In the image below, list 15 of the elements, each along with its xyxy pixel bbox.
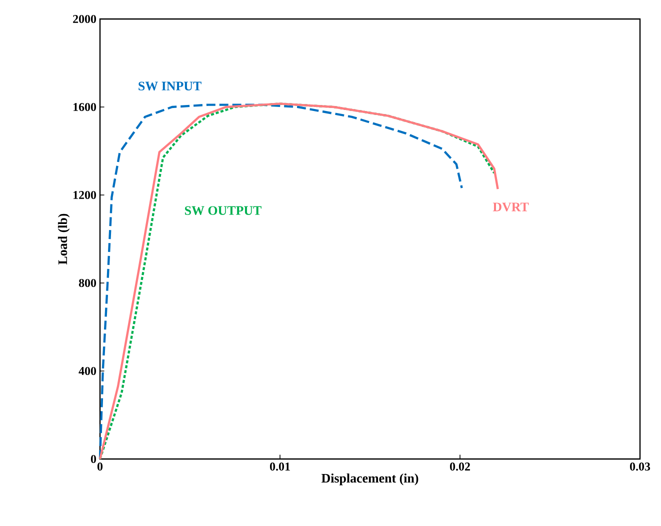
x-tick-label: 0.02 — [450, 462, 470, 471]
y-tick-label: 800 — [78, 278, 96, 288]
text: SW OUTPUT — [185, 206, 262, 215]
series-label: SW INPUT — [138, 82, 202, 90]
y-tick-label: 0 — [90, 454, 96, 464]
y-tick-label: 400 — [78, 366, 96, 376]
x-tick-label: 0 — [97, 462, 103, 471]
y-tick-label: 2000 — [73, 14, 96, 24]
series-label: DVRT — [492, 202, 529, 212]
y-axis-title: Load (lb) — [58, 214, 70, 265]
y-tick-label: 1600 — [74, 102, 96, 112]
x-tick-label: 0.01 — [270, 462, 290, 471]
y-tick-label: 1200 — [74, 190, 96, 200]
x-axis-title: Displacement (in) — [321, 474, 418, 486]
x-tick-label: 0.03 — [630, 462, 650, 471]
